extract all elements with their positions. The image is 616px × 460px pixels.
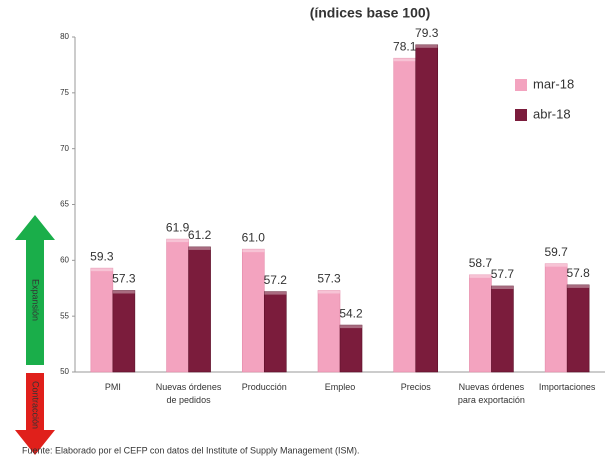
x-tick-label: Nuevas órdenes de pedidos	[155, 382, 222, 405]
value-label: 59.3	[90, 249, 114, 263]
value-label: 57.8	[566, 266, 590, 280]
expansion-label: Expansión	[31, 279, 41, 321]
y-tick-label: 65	[60, 200, 69, 209]
bar	[241, 248, 265, 373]
x-tick-label: Producción	[241, 382, 287, 392]
bar	[339, 324, 363, 373]
legend-label: mar-18	[533, 76, 574, 91]
x-tick-label: PMI	[104, 382, 121, 392]
value-label: 61.9	[166, 220, 190, 234]
y-tick-label: 80	[60, 32, 69, 41]
bar-top	[340, 325, 362, 329]
contraction-arrow	[15, 373, 55, 455]
bar	[415, 44, 439, 373]
bar-top	[112, 290, 135, 294]
bar	[188, 246, 211, 373]
chart-title: (índices base 100)	[310, 5, 431, 21]
value-label: 61.2	[188, 228, 212, 242]
bar-top	[188, 246, 211, 250]
y-tick-label: 70	[60, 144, 69, 153]
bar	[491, 285, 514, 373]
value-label: 54.2	[339, 306, 363, 320]
bar-top	[90, 268, 113, 272]
x-tick-label: Empleo	[324, 382, 356, 392]
source-note: Fuente: Elaborado por el CEFP con datos …	[22, 445, 360, 455]
bar-top	[469, 274, 492, 278]
x-tick-label: Nuevas órdenes para exportación	[457, 382, 525, 405]
value-label: 57.3	[317, 272, 341, 286]
bar	[544, 263, 568, 373]
bar-top	[545, 263, 568, 267]
bar	[263, 291, 287, 373]
bar	[166, 238, 189, 373]
contraction-label: Contracción	[31, 381, 41, 429]
x-tick-label: Precios	[400, 382, 431, 392]
bar	[90, 267, 114, 373]
bar-top	[242, 249, 265, 253]
legend-swatch	[515, 109, 527, 121]
value-label: 58.7	[469, 256, 493, 270]
expansion-arrow	[15, 215, 55, 365]
x-tick-label: Importaciones	[538, 382, 596, 392]
y-tick-label: 60	[60, 255, 69, 264]
bar-top	[491, 286, 514, 290]
bar-top	[567, 284, 590, 288]
bar	[317, 290, 341, 373]
legend-label: abr-18	[533, 106, 571, 121]
value-label: 59.7	[544, 245, 568, 259]
y-tick-label: 75	[60, 88, 69, 97]
bar	[566, 284, 590, 373]
value-label: 61.0	[242, 230, 266, 244]
y-tick-label: 55	[60, 311, 69, 320]
bar	[112, 290, 136, 373]
bar	[469, 274, 492, 373]
y-tick-label: 50	[60, 367, 69, 376]
bar-top	[318, 290, 340, 294]
bar-top	[393, 58, 416, 62]
value-label: 57.2	[264, 273, 288, 287]
bar-top	[415, 44, 438, 48]
value-label: 57.3	[112, 272, 136, 286]
value-label: 79.3	[415, 26, 439, 40]
bar-top	[166, 239, 189, 243]
bar	[393, 57, 417, 373]
value-label: 57.7	[491, 267, 515, 281]
value-label: 78.1	[393, 39, 417, 53]
legend-swatch	[515, 79, 527, 91]
bar-top	[264, 291, 287, 295]
